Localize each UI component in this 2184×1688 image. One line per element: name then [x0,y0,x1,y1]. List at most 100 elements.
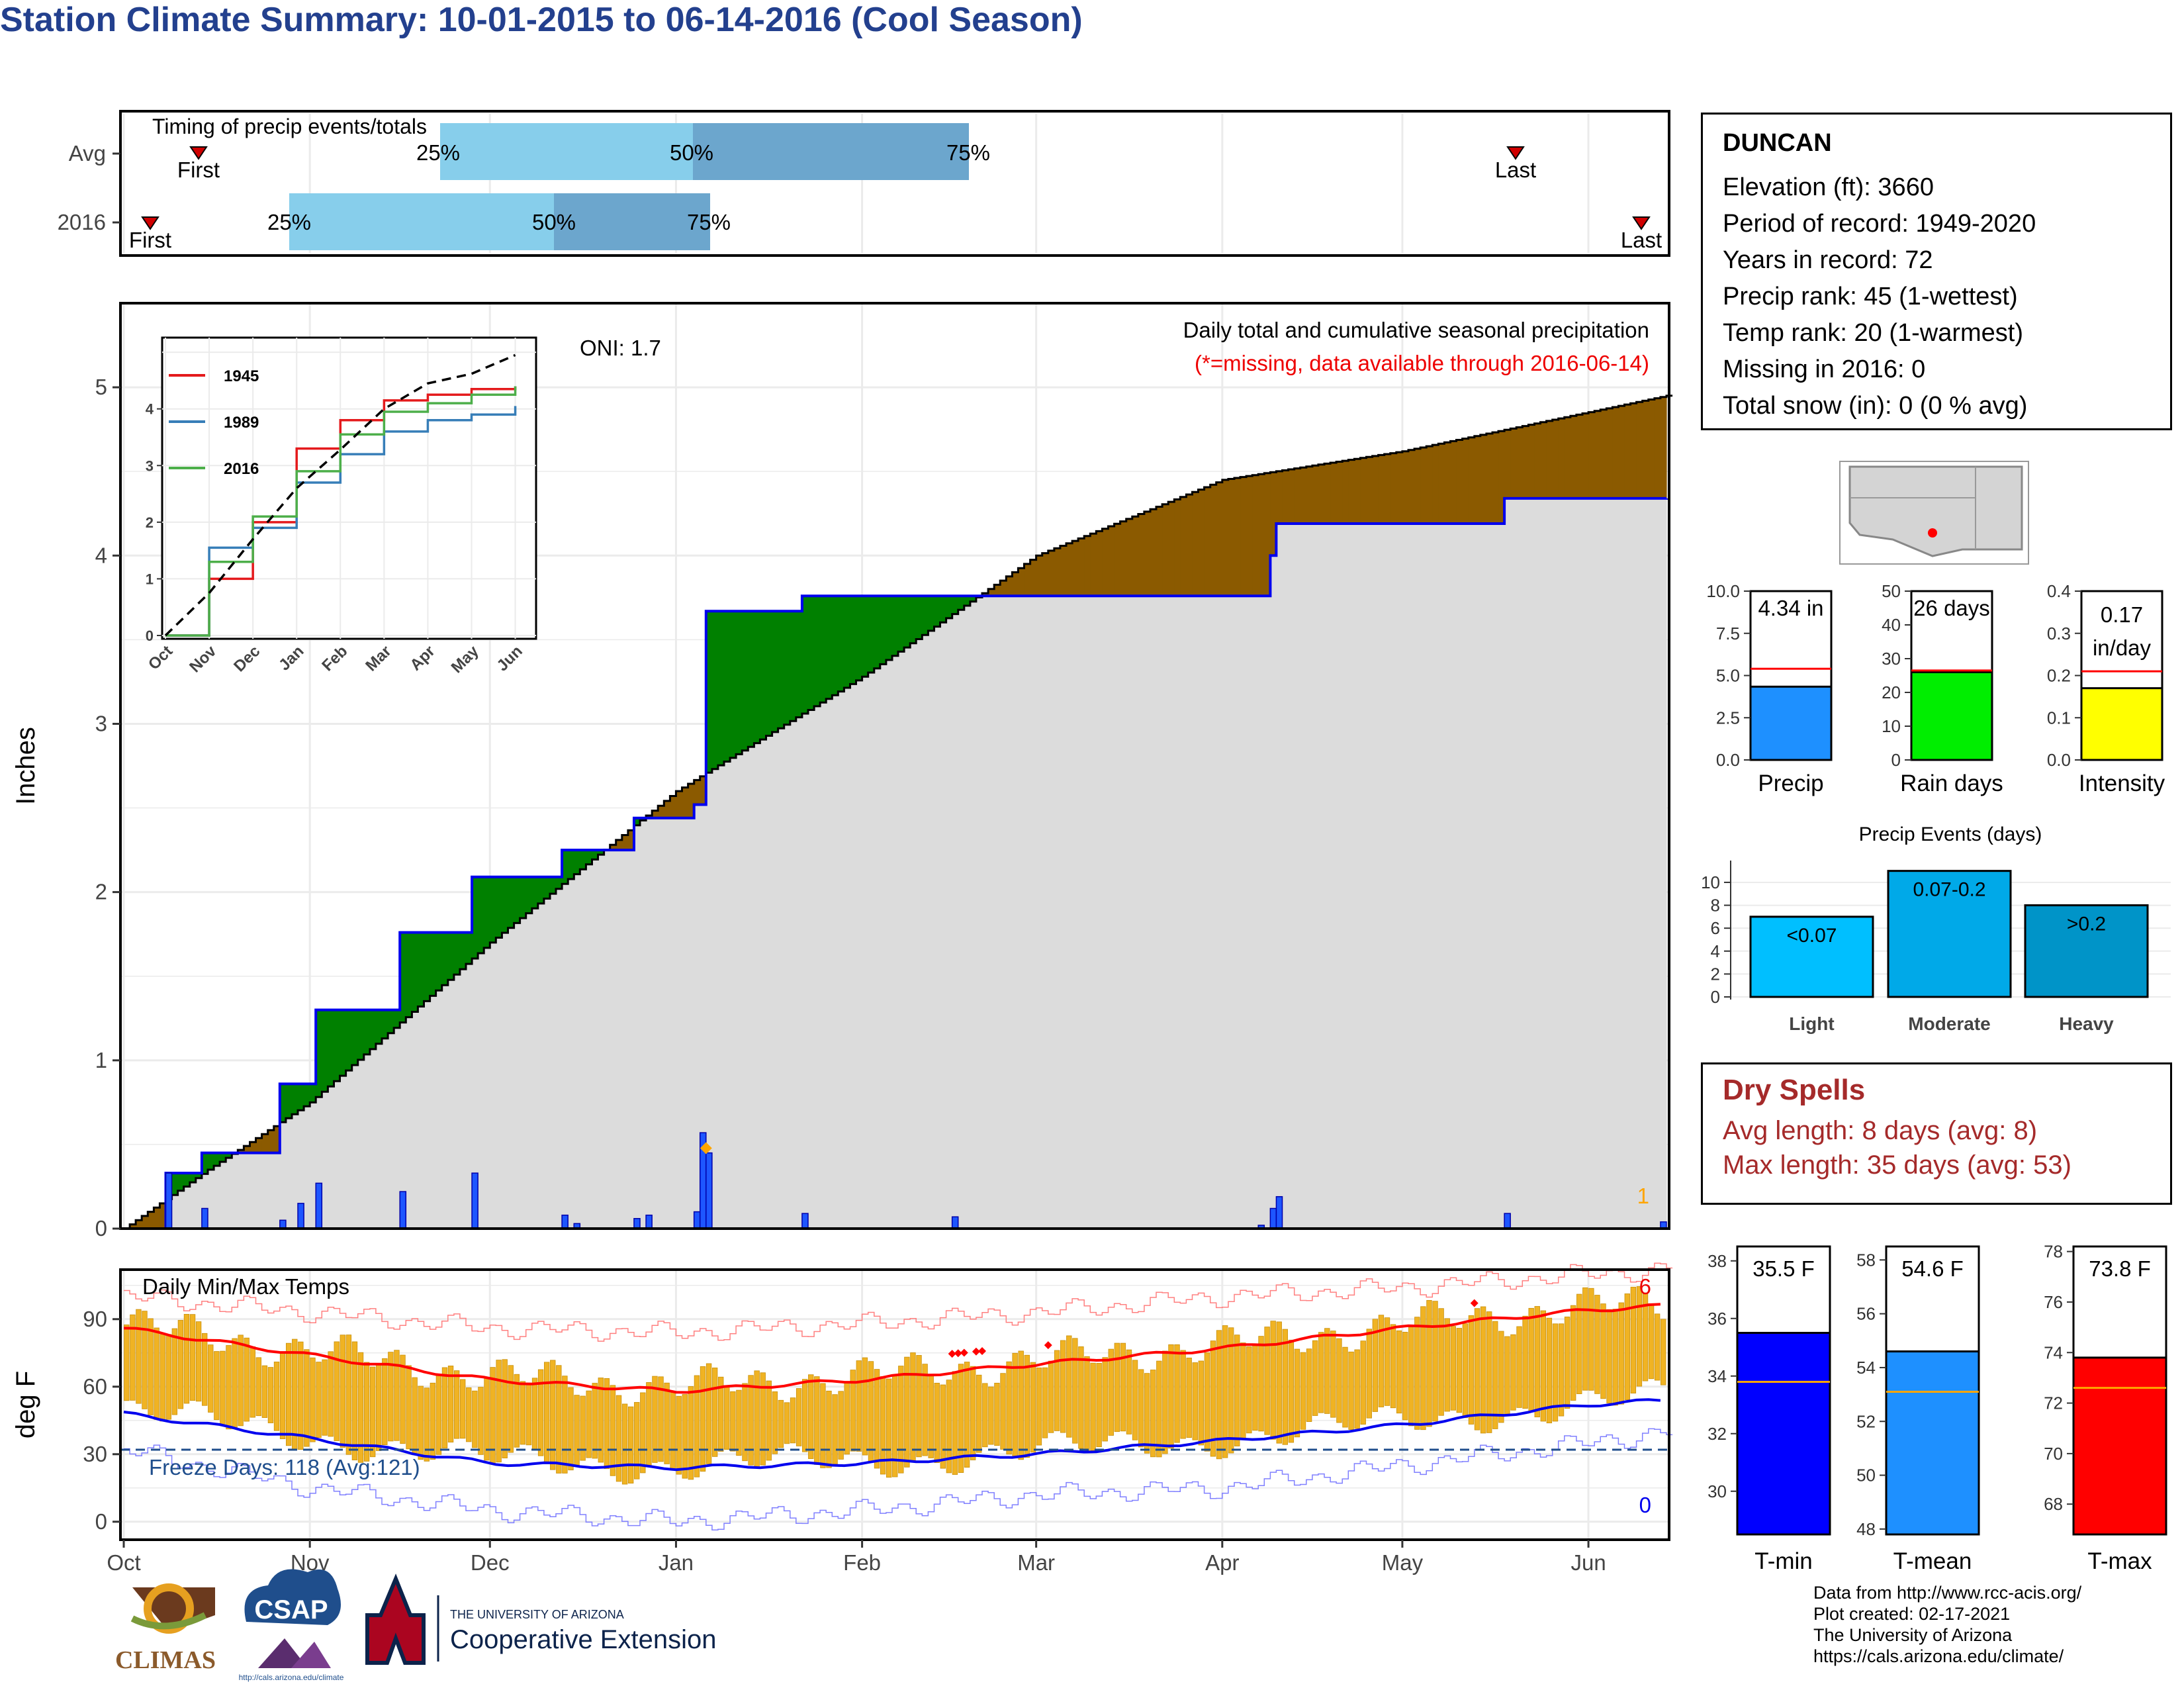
climas-logo: CLIMAS [115,1583,216,1674]
precip-y-tick: 4 [95,543,107,567]
daily-precip-bar [165,1172,173,1229]
station-precip-rank: Precip rank: 45 (1-wettest) [1723,283,2018,310]
daily-precip-bar [801,1213,809,1229]
page-title: Station Climate Summary: 10-01-2015 to 0… [0,1,1083,39]
temp-bar-tick: 74 [2044,1342,2063,1362]
events-y-tick: 8 [1711,896,1720,915]
avg-first-marker [189,146,208,160]
temp-bar-value-text: 54.6 F [1901,1256,1964,1281]
missing-note: (*=missing, data available through 2016-… [1195,351,1649,375]
mini-bar-intensity: 0.0 0.1 0.2 0.3 0.4 0.17 in/day Intensity [2047,581,2165,796]
daily-precip-bar [633,1217,641,1229]
temp-bar-tick: 30 [1707,1481,1727,1501]
event-label: Light [1789,1013,1834,1034]
temp-bar-value-text: 35.5 F [1752,1256,1815,1281]
mini-bar-tick: 50 [1882,581,1901,601]
locator-map [1839,461,2029,565]
precip-y-tick: 5 [95,375,107,399]
events-y-tick: 6 [1711,918,1720,938]
temp-bar-tick: 76 [2044,1292,2063,1312]
precip-y-tick: 2 [95,880,107,904]
station-years: Years in record: 72 [1723,246,1933,274]
event-bar-heavy [2024,904,2149,998]
avg-50-75-bar [693,123,969,180]
inset-y-tick: 4 [146,401,154,418]
record-high-marker [954,1349,962,1358]
credit-url: https://cals.arizona.edu/climate/ [1813,1646,2064,1666]
precip-y-tick: 3 [95,711,107,735]
event-range-label: 0.07-0.2 [1913,879,1985,901]
avg-p25-label: 25% [416,140,460,165]
credit-university: The University of Arizona [1813,1625,2013,1645]
temp-bar-label: T-max [2087,1548,2152,1574]
precip-panel: 0 1 2 3 4 5 Inches ONI: 1.7 Daily total and c… [11,302,1673,1241]
record-high-marker [960,1348,968,1357]
temp-bar-tick: 52 [1856,1411,1876,1431]
daily-precip-bar [399,1191,407,1229]
record-max-line [124,1262,1673,1342]
temp-bar-value-text: 73.8 F [2089,1256,2151,1281]
2016-50-75-bar [554,193,710,250]
dry-spells-title: Dry Spells [1723,1074,1866,1106]
temp-ylabel: deg F [11,1371,40,1438]
event-range-label: >0.2 [2067,914,2106,935]
daily-precip-bar [201,1207,208,1229]
precip-frame [119,302,1670,1230]
month-tick-label: May [1382,1550,1424,1575]
mini-bar-value [2080,687,2163,761]
timing-panel: Timing of precip events/totals Avg 2016 … [58,110,1670,257]
daily-precip-bar [645,1214,653,1229]
mini-bar-tick: 0.4 [2047,581,2071,601]
avg-last-label: Last [1495,158,1536,182]
event-bar-moderate [1887,870,2012,998]
mini-bar-tick: 2.5 [1716,708,1740,727]
2016-p75-label: 75% [687,210,731,234]
temp-bar-t-max: 68 70 72 74 76 78 73.8 F T-max [2044,1242,2167,1574]
record-high-marker [972,1347,980,1356]
2016-p25-label: 25% [267,210,311,234]
station-snow: Total snow (in): 0 (0 % avg) [1723,392,2028,420]
mini-bar-value-text: 0.17 [2101,602,2143,627]
daily-precip-bar [1269,1207,1277,1229]
temp-bar-tick: 54 [1856,1358,1876,1378]
station-name: DUNCAN [1723,129,1832,157]
inset-legend-label: 1945 [224,367,259,385]
event-label: Moderate [1908,1013,1990,1034]
dry-max-length: Max length: 35 days (avg: 53) [1723,1150,2071,1180]
mini-bar-tick: 10 [1882,716,1901,736]
precip-corner-count: 1 [1637,1184,1649,1208]
daily-precip-bar [561,1214,569,1229]
inset-y-tick: 2 [146,514,154,531]
csap-url: http://cals.arizona.edu/climate [239,1673,344,1682]
mini-bar-tick: 10.0 [1706,581,1740,601]
inset-legend-label: 1989 [224,414,259,432]
precip-caption: Daily total and cumulative seasonal prec… [1183,318,1649,342]
daily-precip-bar [693,1211,701,1229]
inset-line-1945 [165,386,517,637]
mini-bar-tick: 0.0 [2047,750,2071,770]
station-temp-rank: Temp rank: 20 (1-warmest) [1723,319,2024,347]
avg-min-line [123,1398,1661,1472]
temp-bar-value [1885,1350,1980,1536]
mini-bar-rain-days: 0 10 20 30 40 50 26 days Rain days [1882,581,2003,796]
precip-y-tick: 1 [95,1048,107,1072]
footer-credits: Data from http://www.rcc-acis.org/ Plot … [1813,1582,2081,1667]
mini-bar-tick: 40 [1882,615,1901,635]
mini-bar-tick: 0.0 [1716,750,1740,770]
month-tick-label: Jan [659,1550,694,1575]
mini-bar-label: Precip [1758,771,1823,796]
credit-data-source: Data from http://www.rcc-acis.org/ [1813,1583,2082,1603]
2016-p50-label: 50% [532,210,576,234]
cumulative-2016-line [124,496,1668,1230]
mini-bar-tick: 20 [1882,682,1901,702]
mini-bar-tick: 0.2 [2047,666,2071,686]
temp-bar-label: T-mean [1893,1548,1972,1574]
precip-y-tick: 0 [95,1216,107,1241]
inset-y-tick: 1 [146,571,154,587]
inset-y-tick: 3 [146,457,154,474]
daily-precip-bar [705,1152,713,1229]
temp-y-tick: 30 [83,1442,107,1466]
temp-min-count: 0 [1639,1493,1651,1517]
